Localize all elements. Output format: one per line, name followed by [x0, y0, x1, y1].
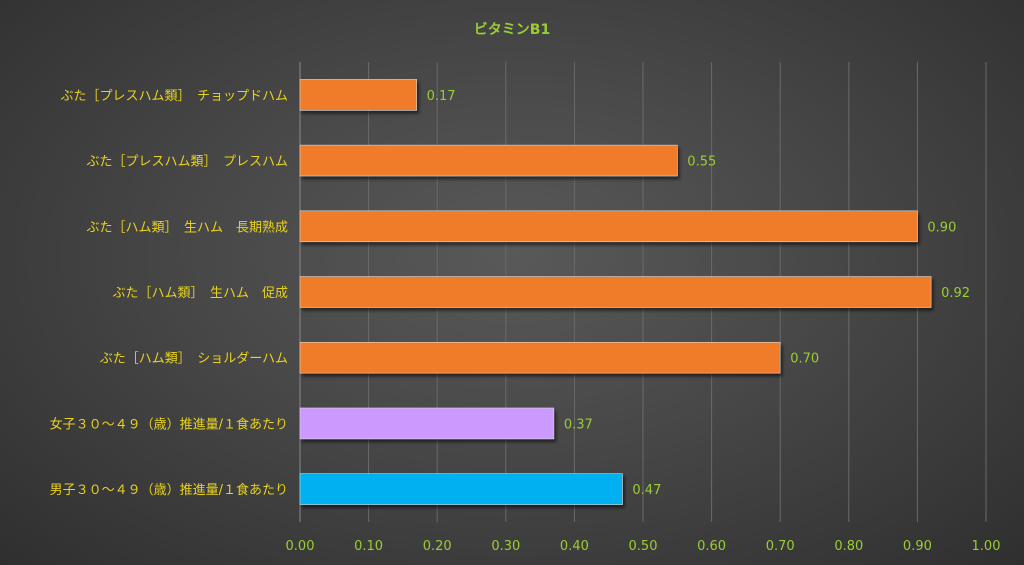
bar: [299, 341, 781, 374]
x-tick-label: 0.60: [697, 539, 726, 554]
x-tick-label: 0.30: [491, 539, 520, 554]
category-label: ぶた［ハム類］ 生ハム 長期熟成: [86, 219, 288, 235]
category-label: ぶた［ハム類］ ショルダーハム: [100, 352, 288, 367]
bar: [299, 407, 555, 440]
x-tick-label: 0.70: [766, 539, 795, 554]
x-tick-label: 0.90: [903, 539, 932, 554]
data-label: 0.37: [564, 417, 593, 432]
bar: [299, 473, 623, 505]
data-label: 0.92: [941, 286, 970, 301]
bars: [299, 79, 932, 505]
x-tick-label: 0.20: [423, 539, 452, 554]
category-label: 男子３０～４９（歳）推進量/１食あたり: [50, 482, 288, 498]
data-labels: 0.17 0.55 0.90 0.92 0.70 0.37 0.47: [427, 89, 970, 498]
category-label: 女子３０～４９（歳）推進量/１食あたり: [50, 416, 288, 432]
data-label: 0.47: [632, 483, 661, 498]
category-label: ぶた［プレスハム類］ プレスハム: [86, 155, 288, 170]
bar: [299, 144, 678, 177]
data-label: 0.70: [790, 352, 819, 367]
bar: [299, 210, 918, 243]
chart-title: ビタミンB1: [474, 22, 550, 38]
category-label: ぶた［ハム類］ 生ハム 促成: [112, 286, 288, 301]
x-tick-label: 1.00: [972, 539, 1001, 554]
x-tick-label: 0.10: [354, 539, 383, 554]
x-tick-label: 0.00: [286, 539, 315, 554]
data-label: 0.90: [927, 220, 956, 235]
x-tick-label: 0.50: [629, 539, 658, 554]
x-tick-label: 0.80: [834, 539, 863, 554]
data-label: 0.17: [427, 89, 456, 104]
x-axis-ticks: 0.00 0.10 0.20 0.30 0.40 0.50 0.60 0.70 0.80 0.90…: [286, 539, 1001, 554]
category-label: ぶた［プレスハム類］ チョップドハム: [60, 89, 288, 104]
data-label: 0.55: [687, 155, 716, 170]
x-tick-label: 0.40: [560, 539, 589, 554]
bar: [299, 79, 417, 111]
bar: [299, 276, 932, 308]
